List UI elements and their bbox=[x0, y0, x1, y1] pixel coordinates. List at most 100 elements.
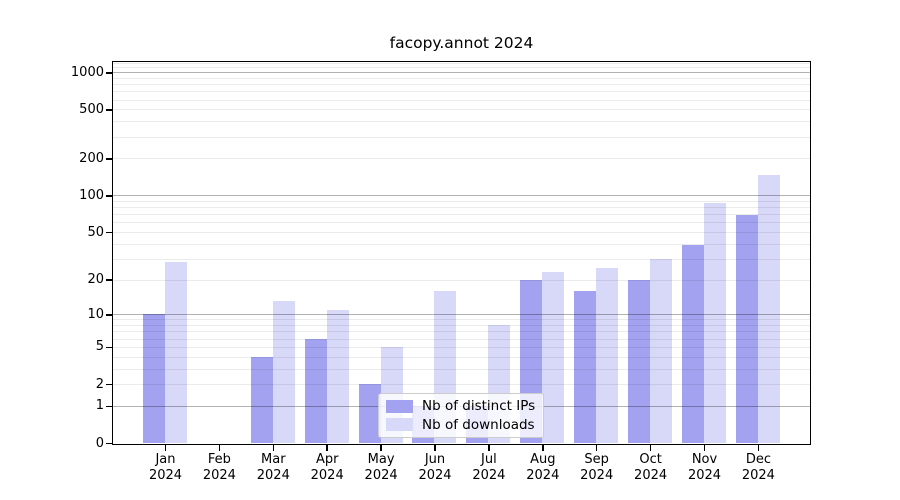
gridline-minor bbox=[113, 356, 811, 358]
legend-item-downloads: Nb of downloads bbox=[386, 417, 536, 433]
gridline-minor bbox=[113, 319, 811, 321]
gridline-minor bbox=[113, 232, 811, 233]
gridline-minor bbox=[113, 325, 811, 327]
chart-title: facopy.annot 2024 bbox=[389, 34, 534, 52]
gridline-minor bbox=[113, 77, 811, 79]
x-tick-mark bbox=[595, 445, 598, 452]
gridline-minor bbox=[113, 222, 811, 224]
gridline-minor bbox=[113, 158, 811, 160]
bar-distinct-ips-jan bbox=[142, 314, 165, 443]
x-tick-mark bbox=[434, 445, 436, 452]
x-tick-mark bbox=[164, 445, 167, 452]
y-tick-mark bbox=[105, 314, 112, 316]
legend-swatch-distinct-ips bbox=[386, 399, 413, 413]
gridline-major bbox=[113, 195, 811, 197]
gridline-minor bbox=[113, 383, 811, 385]
bar-downloads-sep bbox=[596, 268, 619, 443]
gridline-minor bbox=[113, 109, 811, 111]
gridline-minor bbox=[113, 346, 811, 348]
y-tick-mark bbox=[105, 442, 112, 445]
bar-downloads-dec bbox=[757, 175, 780, 443]
bar-distinct-ips-dec bbox=[735, 215, 758, 443]
y-tick-mark bbox=[105, 346, 112, 349]
gridline-minor bbox=[113, 368, 811, 370]
x-tick-label: Feb 2024 bbox=[202, 452, 236, 483]
y-tick-mark bbox=[105, 231, 112, 234]
x-tick-mark bbox=[542, 445, 544, 452]
bar-downloads-jan bbox=[164, 262, 187, 443]
bar-distinct-ips-mar bbox=[250, 356, 273, 443]
gridline-minor bbox=[113, 243, 811, 245]
x-tick-mark bbox=[649, 445, 652, 452]
y-tick-label: 500 bbox=[79, 102, 104, 118]
gridline-minor bbox=[113, 62, 811, 64]
y-tick-label: 100 bbox=[79, 187, 104, 203]
x-tick-mark bbox=[326, 445, 328, 452]
x-tick-mark bbox=[757, 445, 760, 452]
x-tick-label: Nov 2024 bbox=[687, 452, 722, 483]
y-tick-mark bbox=[105, 72, 112, 74]
gridline-minor bbox=[113, 338, 811, 340]
x-tick-mark bbox=[703, 445, 706, 452]
x-tick-label: Jan 2024 bbox=[148, 452, 183, 483]
gridline-minor bbox=[113, 214, 811, 216]
gridline-minor bbox=[113, 279, 811, 281]
y-tick-label: 50 bbox=[87, 224, 104, 240]
gridline-minor bbox=[113, 207, 811, 209]
bar-downloads-mar bbox=[272, 301, 295, 443]
x-tick-mark bbox=[218, 445, 221, 452]
gridline-minor bbox=[113, 121, 811, 123]
x-tick-mark bbox=[380, 445, 382, 452]
gridline-minor bbox=[113, 84, 811, 86]
gridline-minor bbox=[113, 200, 811, 202]
x-tick-label: Oct 2024 bbox=[634, 452, 668, 483]
y-tick-mark bbox=[105, 158, 112, 160]
gridline-major bbox=[113, 72, 811, 74]
x-tick-label: Jun 2024 bbox=[418, 452, 452, 483]
y-tick-label: 2 bbox=[95, 376, 104, 392]
y-tick-label: 10 bbox=[87, 306, 104, 322]
legend-swatch-downloads bbox=[386, 418, 413, 432]
gridline-minor bbox=[113, 258, 811, 260]
y-tick-mark bbox=[105, 195, 112, 197]
gridline-minor bbox=[113, 136, 811, 138]
y-tick-mark bbox=[105, 109, 112, 111]
legend: Nb of distinct IPs Nb of downloads bbox=[378, 393, 544, 438]
bar-distinct-ips-oct bbox=[628, 279, 650, 443]
gridline-major bbox=[113, 314, 811, 316]
bar-downloads-nov bbox=[703, 203, 726, 443]
x-tick-label: Jul 2024 bbox=[472, 452, 506, 483]
x-tick-mark bbox=[272, 445, 275, 452]
y-tick-label: 0 bbox=[95, 435, 104, 451]
y-tick-label: 200 bbox=[79, 151, 104, 167]
x-tick-label: Aug 2024 bbox=[526, 452, 560, 483]
bar-distinct-ips-sep bbox=[574, 290, 597, 443]
y-tick-mark bbox=[105, 405, 112, 408]
plot-area bbox=[112, 61, 812, 446]
bar-distinct-ips-nov bbox=[681, 245, 704, 443]
gridline-minor bbox=[113, 91, 811, 93]
x-tick-label: Dec 2024 bbox=[741, 452, 775, 483]
bar-downloads-oct bbox=[650, 258, 672, 443]
y-tick-label: 5 bbox=[95, 339, 104, 355]
gridline-minor bbox=[113, 67, 811, 69]
x-tick-label: Apr 2024 bbox=[310, 452, 344, 483]
x-tick-label: Sep 2024 bbox=[580, 452, 614, 483]
bar-distinct-ips-apr bbox=[304, 338, 327, 443]
x-tick-label: Mar 2024 bbox=[256, 452, 290, 483]
bar-downloads-aug bbox=[542, 272, 565, 443]
legend-label-distinct-ips: Nb of distinct IPs bbox=[422, 398, 536, 415]
bar-distinct-ips-may bbox=[358, 383, 381, 443]
x-tick-label: May 2024 bbox=[364, 452, 398, 483]
y-tick-mark bbox=[105, 383, 112, 386]
legend-label-downloads: Nb of downloads bbox=[422, 416, 535, 433]
gridline-minor bbox=[113, 99, 811, 101]
x-tick-mark bbox=[488, 445, 490, 452]
gridline-minor bbox=[113, 331, 811, 333]
y-tick-label: 1000 bbox=[70, 64, 104, 80]
y-tick-label: 1 bbox=[95, 398, 104, 414]
bar-downloads-apr bbox=[326, 309, 349, 443]
y-tick-mark bbox=[105, 279, 112, 281]
legend-item-distinct-ips: Nb of distinct IPs bbox=[386, 398, 536, 414]
